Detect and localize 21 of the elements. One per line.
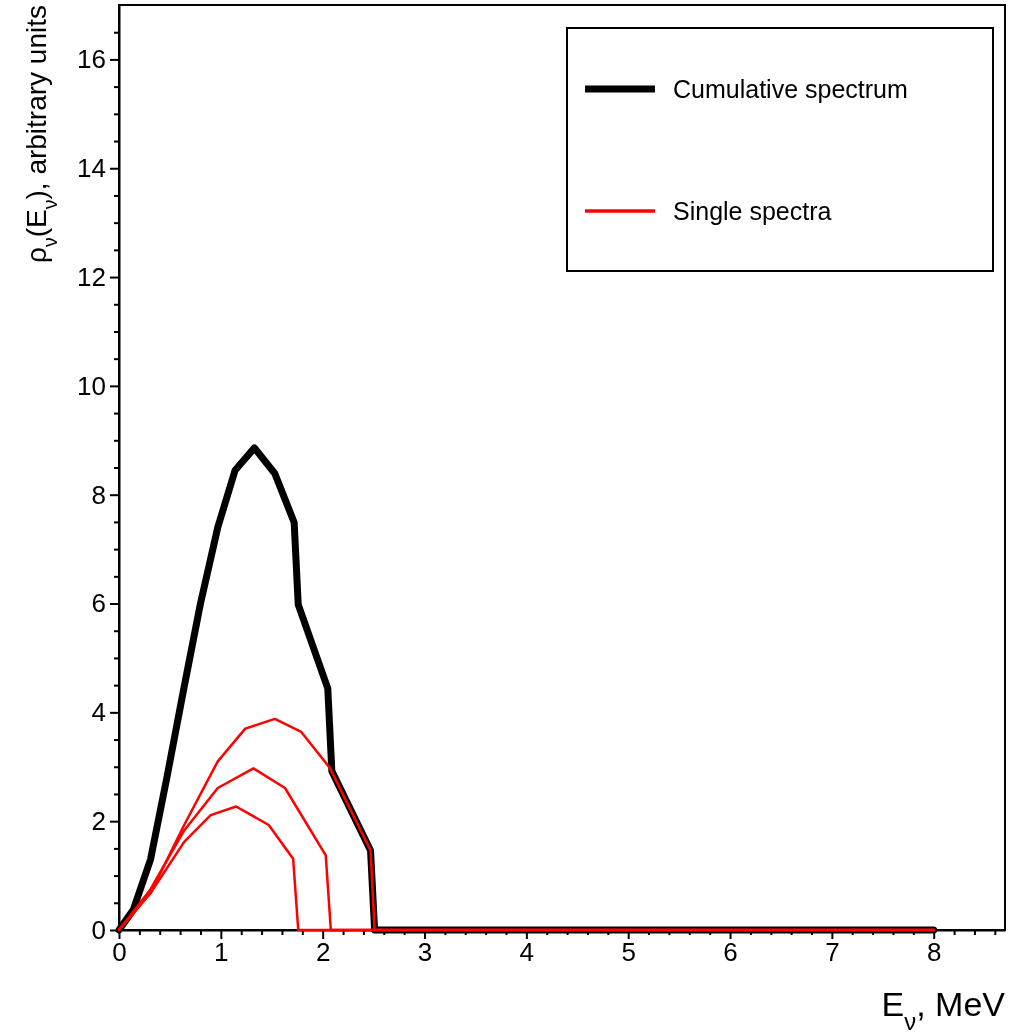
y-tick-label: 16 — [77, 44, 106, 75]
x-tick-label: 1 — [214, 937, 229, 968]
y-tick-label: 8 — [91, 479, 106, 510]
legend-label: Cumulative spectrum — [673, 75, 908, 103]
y-tick-label: 2 — [91, 806, 106, 836]
y-tick-label: 12 — [77, 261, 106, 292]
y-tick-label: 10 — [77, 370, 106, 401]
y-tick-label: 4 — [91, 697, 106, 728]
y-tick-label: 14 — [77, 153, 106, 184]
x-tick-label: 3 — [417, 937, 433, 968]
x-tick-label: 0 — [112, 937, 127, 968]
legend-label: Single spectra — [673, 197, 832, 225]
x-tick-label: 4 — [519, 937, 535, 968]
x-tick-label: 5 — [621, 937, 636, 968]
x-tick-label: 7 — [825, 937, 840, 968]
x-tick-label: 6 — [723, 937, 738, 968]
x-tick-label: 8 — [926, 937, 942, 968]
x-axis-title: E$_{ν}$, MeV — [881, 985, 1006, 1034]
y-tick-label: 6 — [91, 588, 106, 619]
y-tick-label: 0 — [91, 914, 106, 945]
x-tick-label: 2 — [315, 937, 331, 968]
